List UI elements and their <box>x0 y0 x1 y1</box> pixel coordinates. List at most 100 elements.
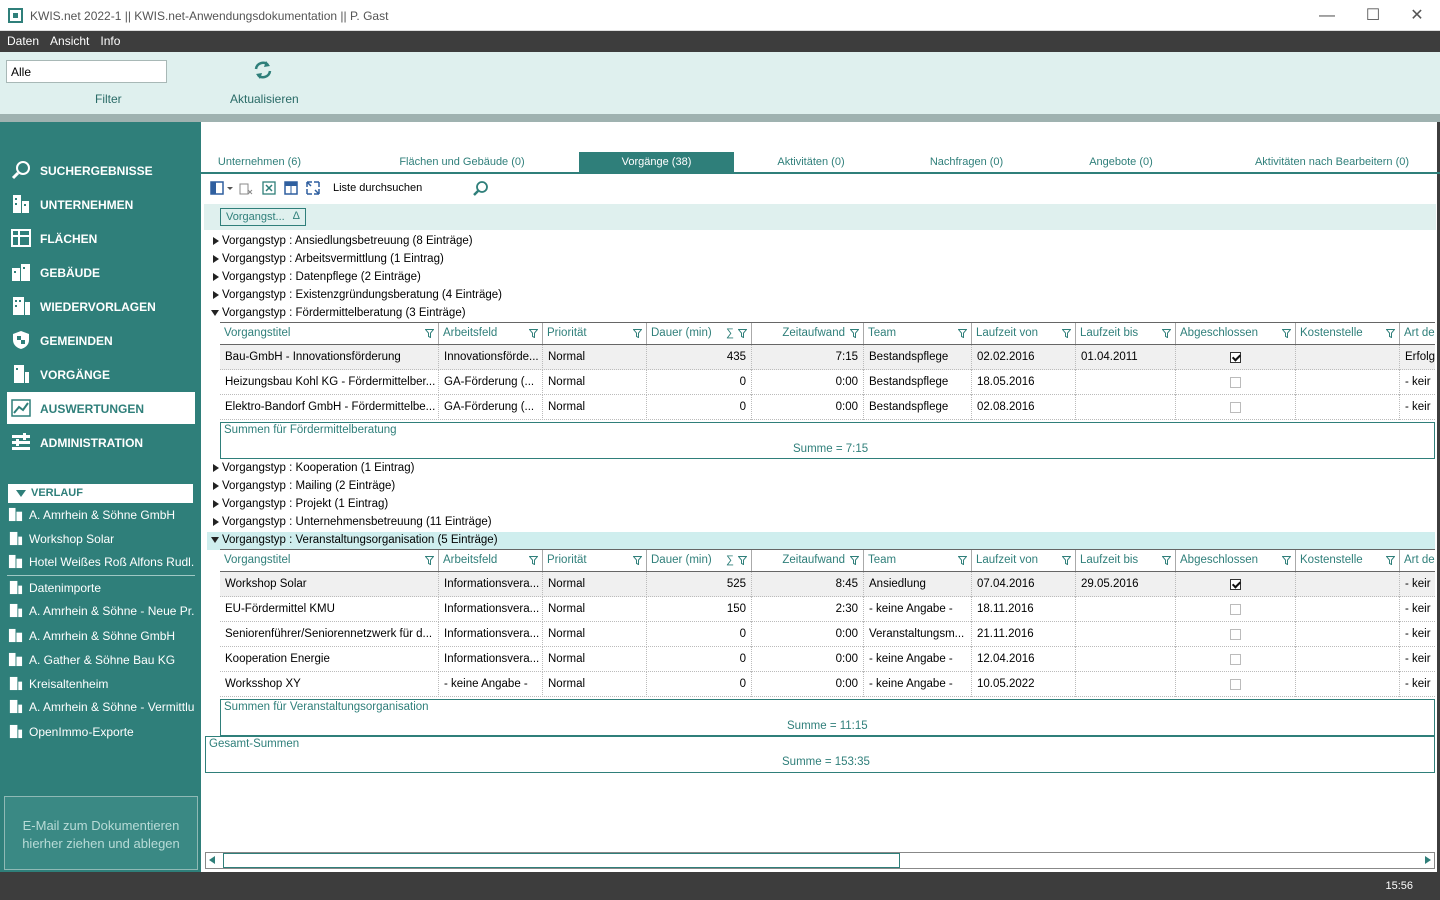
menu-ansicht[interactable]: Ansicht <box>50 34 90 48</box>
filter-icon[interactable] <box>425 556 434 565</box>
excel-export-icon[interactable] <box>262 181 276 195</box>
expand-icon[interactable] <box>306 181 320 195</box>
history-item[interactable]: Kreisaltenheim <box>7 673 195 695</box>
column-header[interactable]: Kostenstelle <box>1296 323 1400 344</box>
filter-icon[interactable] <box>1282 329 1291 338</box>
completed-checkbox[interactable] <box>1230 352 1241 363</box>
history-item[interactable]: A. Amrhein & Söhne - Vermittlu... <box>7 696 195 718</box>
refresh-icon[interactable] <box>252 59 274 81</box>
chevron-down-icon[interactable] <box>226 181 234 195</box>
column-header[interactable]: Priorität <box>543 550 647 571</box>
nav-unternehmen[interactable]: UNTERNEHMEN <box>7 188 195 220</box>
column-header[interactable]: Priorität <box>543 323 647 344</box>
list-search-input[interactable]: Liste durchsuchen <box>330 178 490 200</box>
column-header[interactable]: Laufzeit bis <box>1076 323 1176 344</box>
filter-icon[interactable] <box>958 556 967 565</box>
tab-vorgaenge[interactable]: Vorgänge (38) <box>579 152 734 173</box>
group-row[interactable]: Vorgangstyp : Fördermittelberatung (3 Ei… <box>207 305 1435 323</box>
scroll-right-icon[interactable] <box>1425 856 1431 864</box>
group-row-selected[interactable]: Vorgangstyp : Veranstaltungsorganisation… <box>207 532 1435 550</box>
group-row[interactable]: Vorgangstyp : Ansiedlungsbetreuung (8 Ei… <box>207 233 1435 251</box>
table-row[interactable]: Workshop Solar Informationsvera... Normal 5… <box>220 572 1435 597</box>
completed-checkbox[interactable] <box>1230 679 1241 690</box>
email-dropzone[interactable]: E-Mail zum Dokumentieren hierher ziehen … <box>4 796 198 870</box>
column-header[interactable]: Vorgangstitel <box>220 550 439 571</box>
filter-icon[interactable] <box>1386 329 1395 338</box>
filter-icon[interactable] <box>1062 329 1071 338</box>
column-header[interactable]: Kostenstelle <box>1296 550 1400 571</box>
group-row[interactable]: Vorgangstyp : Unternehmensbetreuung (11 … <box>207 514 1435 532</box>
history-item[interactable]: OpenImmo-Exporte <box>7 721 195 743</box>
minimize-button[interactable]: — <box>1319 7 1335 24</box>
table-row[interactable]: Seniorenführer/Seniorennetzwerk für d...… <box>220 622 1435 647</box>
column-header[interactable]: Arbeitsfeld <box>439 550 543 571</box>
completed-checkbox[interactable] <box>1230 604 1241 615</box>
history-item[interactable]: A. Amrhein & Söhne GmbH <box>7 625 195 647</box>
nav-vorgaenge[interactable]: VORGÄNGE <box>7 358 195 390</box>
group-row[interactable]: Vorgangstyp : Arbeitsvermittlung (1 Eint… <box>207 251 1435 269</box>
filter-icon[interactable] <box>633 556 642 565</box>
table-row[interactable]: EU-Fördermittel KMU Informationsvera... No… <box>220 597 1435 622</box>
history-item[interactable]: A. Amrhein & Söhne GmbH <box>7 504 195 526</box>
column-header[interactable]: Abgeschlossen <box>1176 323 1296 344</box>
history-item[interactable]: Workshop Solar <box>7 528 195 550</box>
column-header[interactable]: Art de <box>1400 323 1435 344</box>
column-header[interactable]: Abgeschlossen <box>1176 550 1296 571</box>
search-icon[interactable] <box>472 180 489 197</box>
horizontal-scrollbar[interactable] <box>205 852 1435 869</box>
column-header[interactable]: Dauer (min) ∑ <box>647 550 752 571</box>
menu-info[interactable]: Info <box>100 34 121 48</box>
column-header[interactable]: Laufzeit von <box>972 323 1076 344</box>
group-row[interactable]: Vorgangstyp : Datenpflege (2 Einträge) <box>207 269 1435 287</box>
nav-auswertungen[interactable]: AUSWERTUNGEN <box>7 392 195 424</box>
refresh-button[interactable]: Aktualisieren <box>230 92 299 106</box>
table-row[interactable]: Worksshop XY - keine Angabe - Normal 0 0:00-… <box>220 672 1435 697</box>
group-row[interactable]: Vorgangstyp : Existenzgründungsberatung … <box>207 287 1435 305</box>
nav-gebaeude[interactable]: GEBÄUDE <box>7 256 195 288</box>
nav-gemeinden[interactable]: GEMEINDEN <box>7 324 195 356</box>
filter-icon[interactable] <box>529 329 538 338</box>
nav-flaechen[interactable]: FLÄCHEN <box>7 222 195 254</box>
completed-checkbox[interactable] <box>1230 629 1241 640</box>
completed-checkbox[interactable] <box>1230 654 1241 665</box>
group-row[interactable]: Vorgangstyp : Projekt (1 Eintrag) <box>207 496 1435 514</box>
filter-icon[interactable] <box>1162 329 1171 338</box>
clear-filter-icon[interactable] <box>239 181 253 195</box>
tab-aktivitaeten-bearbeiter[interactable]: Aktivitäten nach Bearbeitern (0) <box>1254 156 1410 168</box>
table-row[interactable]: Kooperation Energie Informationsvera... No… <box>220 647 1435 672</box>
history-item[interactable]: Datenimporte <box>7 577 195 599</box>
filter-icon[interactable] <box>850 556 859 565</box>
completed-checkbox[interactable] <box>1230 377 1241 388</box>
column-header[interactable]: Art de <box>1400 550 1435 571</box>
completed-checkbox[interactable] <box>1230 579 1241 590</box>
tab-angebote[interactable]: Angebote (0) <box>1089 156 1153 168</box>
filter-icon[interactable] <box>1282 556 1291 565</box>
scroll-left-icon[interactable] <box>209 856 215 864</box>
nav-wiedervorlagen[interactable]: WIEDERVORLAGEN <box>7 290 195 322</box>
tab-nachfragen[interactable]: Nachfragen (0) <box>929 156 1004 168</box>
history-item[interactable]: A. Gather & Söhne Bau KG <box>7 649 195 671</box>
table-row[interactable]: Elektro-Bandorf GmbH - Fördermittelbe...… <box>220 395 1435 420</box>
column-header[interactable]: Zeitaufwand <box>752 323 864 344</box>
history-item[interactable]: A. Amrhein & Söhne - Neue Pr... <box>7 600 195 622</box>
filter-icon[interactable] <box>529 556 538 565</box>
close-button[interactable]: ✕ <box>1410 7 1424 24</box>
column-header[interactable]: Team <box>864 323 972 344</box>
verlauf-header[interactable]: VERLAUF <box>8 484 193 503</box>
tab-unternehmen[interactable]: Unternehmen (6) <box>217 156 302 168</box>
filter-icon[interactable] <box>738 329 747 338</box>
group-chip[interactable]: Vorgangst... Δ <box>220 208 306 226</box>
filter-icon[interactable] <box>1062 556 1071 565</box>
column-header[interactable]: Zeitaufwand <box>752 550 864 571</box>
column-header[interactable]: Laufzeit von <box>972 550 1076 571</box>
filter-icon[interactable] <box>850 329 859 338</box>
filter-icon[interactable] <box>958 329 967 338</box>
history-item[interactable]: Hotel Weißes Roß Alfons Rudl... <box>7 551 195 573</box>
column-header[interactable]: Arbeitsfeld <box>439 323 543 344</box>
table-row[interactable]: Bau-GmbH - Innovationsförderung Innovatio… <box>220 345 1435 370</box>
filter-icon[interactable] <box>738 556 747 565</box>
menu-daten[interactable]: Daten <box>7 34 40 48</box>
scroll-thumb[interactable] <box>223 853 900 868</box>
filter-icon[interactable] <box>425 329 434 338</box>
layout-icon[interactable] <box>284 181 298 195</box>
